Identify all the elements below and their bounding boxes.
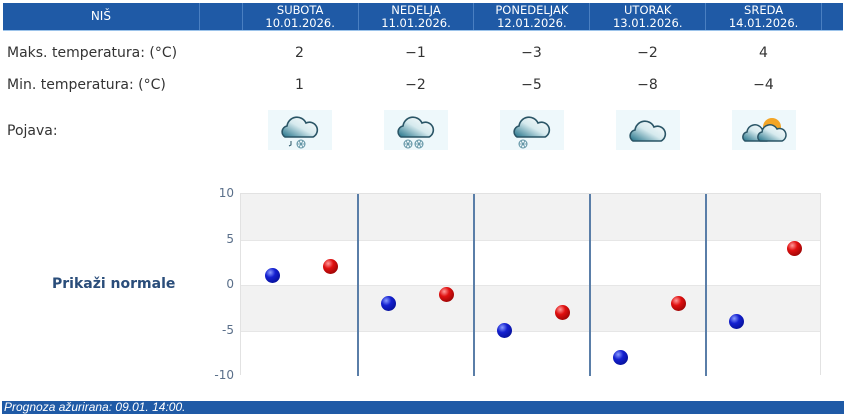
y-tick: 10 [218,186,234,200]
min-temp-point[interactable] [380,295,396,311]
day-separator [473,194,475,376]
min-temp-row: Min. temperatura: (°C) 1 −2 −5 −8 −4 [0,74,850,98]
header-end [822,3,843,30]
y-tick: 0 [226,277,234,291]
max-temp-point[interactable] [670,295,686,311]
y-tick: -10 [214,368,234,382]
min-temp-point[interactable] [496,323,512,338]
max-temp-row: Maks. temperatura: (°C) 2 −1 −3 −2 4 [0,42,850,66]
max-temp-value: −2 [637,45,658,61]
day-name: SREDA [744,2,784,17]
day-header: PONEDELJAK 12.01.2026. [474,2,591,30]
temperature-chart [240,193,821,377]
y-tick: -5 [222,323,234,337]
max-temp-label: Maks. temperatura: (°C) [7,45,178,61]
day-name: SUBOTA [276,2,324,17]
day-date: 11.01.2026. [381,15,451,30]
min-temp-value: −8 [637,77,658,93]
max-temp-point[interactable] [438,286,454,302]
min-temp-value: −4 [753,77,774,93]
cloud-rain-snow-icon [268,110,332,150]
grid-band [241,239,820,286]
day-name: NEDELJA [391,2,441,17]
day-separator [705,194,707,376]
min-temp-value: −2 [405,77,426,93]
day-name: UTORAK [624,2,672,17]
day-date: 14.01.2026. [728,15,799,30]
phenomenon-label: Pojava: [7,123,58,139]
day-header: NEDELJA 11.01.2026. [359,3,475,30]
min-temp-label: Min. temperatura: (°C) [7,77,166,93]
phenomenon-row: Pojava: [0,120,850,144]
min-temp-point[interactable] [728,313,744,329]
day-separator [589,194,591,376]
city-name: NIŠ [3,3,200,30]
max-temp-point[interactable] [322,259,338,275]
y-tick: 5 [226,232,234,246]
cloud-icon [616,110,680,150]
day-date: 10.01.2026. [265,15,335,30]
day-name: PONEDELJAK [495,2,569,17]
day-date: 12.01.2026. [497,15,567,30]
max-temp-value: 2 [295,45,304,61]
min-temp-value: 1 [295,77,304,93]
cloud-heavy-snow-icon [384,110,448,150]
day-header: UTORAK 13.01.2026. [590,2,707,30]
grid-band [241,194,820,240]
forecast-updated: Prognoza ažurirana: 09.01. 14:00. [2,401,844,414]
cloud-snow-icon [500,110,564,150]
min-temp-point[interactable] [612,350,628,366]
show-normals-link[interactable]: Prikaži normale [52,276,176,292]
day-header: SUBOTA 10.01.2026. [243,3,359,30]
header-spacer [200,3,243,30]
max-temp-point[interactable] [786,241,802,257]
grid-band [241,285,820,332]
partly-cloudy-sun-icon [732,110,796,150]
forecast-header: NIŠ SUBOTA 10.01.2026. NEDELJA 11.01.2026.… [3,3,843,31]
grid-band [241,330,820,377]
max-temp-value: −3 [521,45,542,61]
max-temp-value: −1 [405,45,426,61]
day-date: 13.01.2026. [612,15,683,30]
day-separator [357,194,359,376]
min-temp-value: −5 [521,77,542,93]
max-temp-value: 4 [759,45,768,61]
max-temp-point[interactable] [554,304,570,320]
min-temp-point[interactable] [264,268,280,284]
day-header: SREDA 14.01.2026. [706,2,823,30]
